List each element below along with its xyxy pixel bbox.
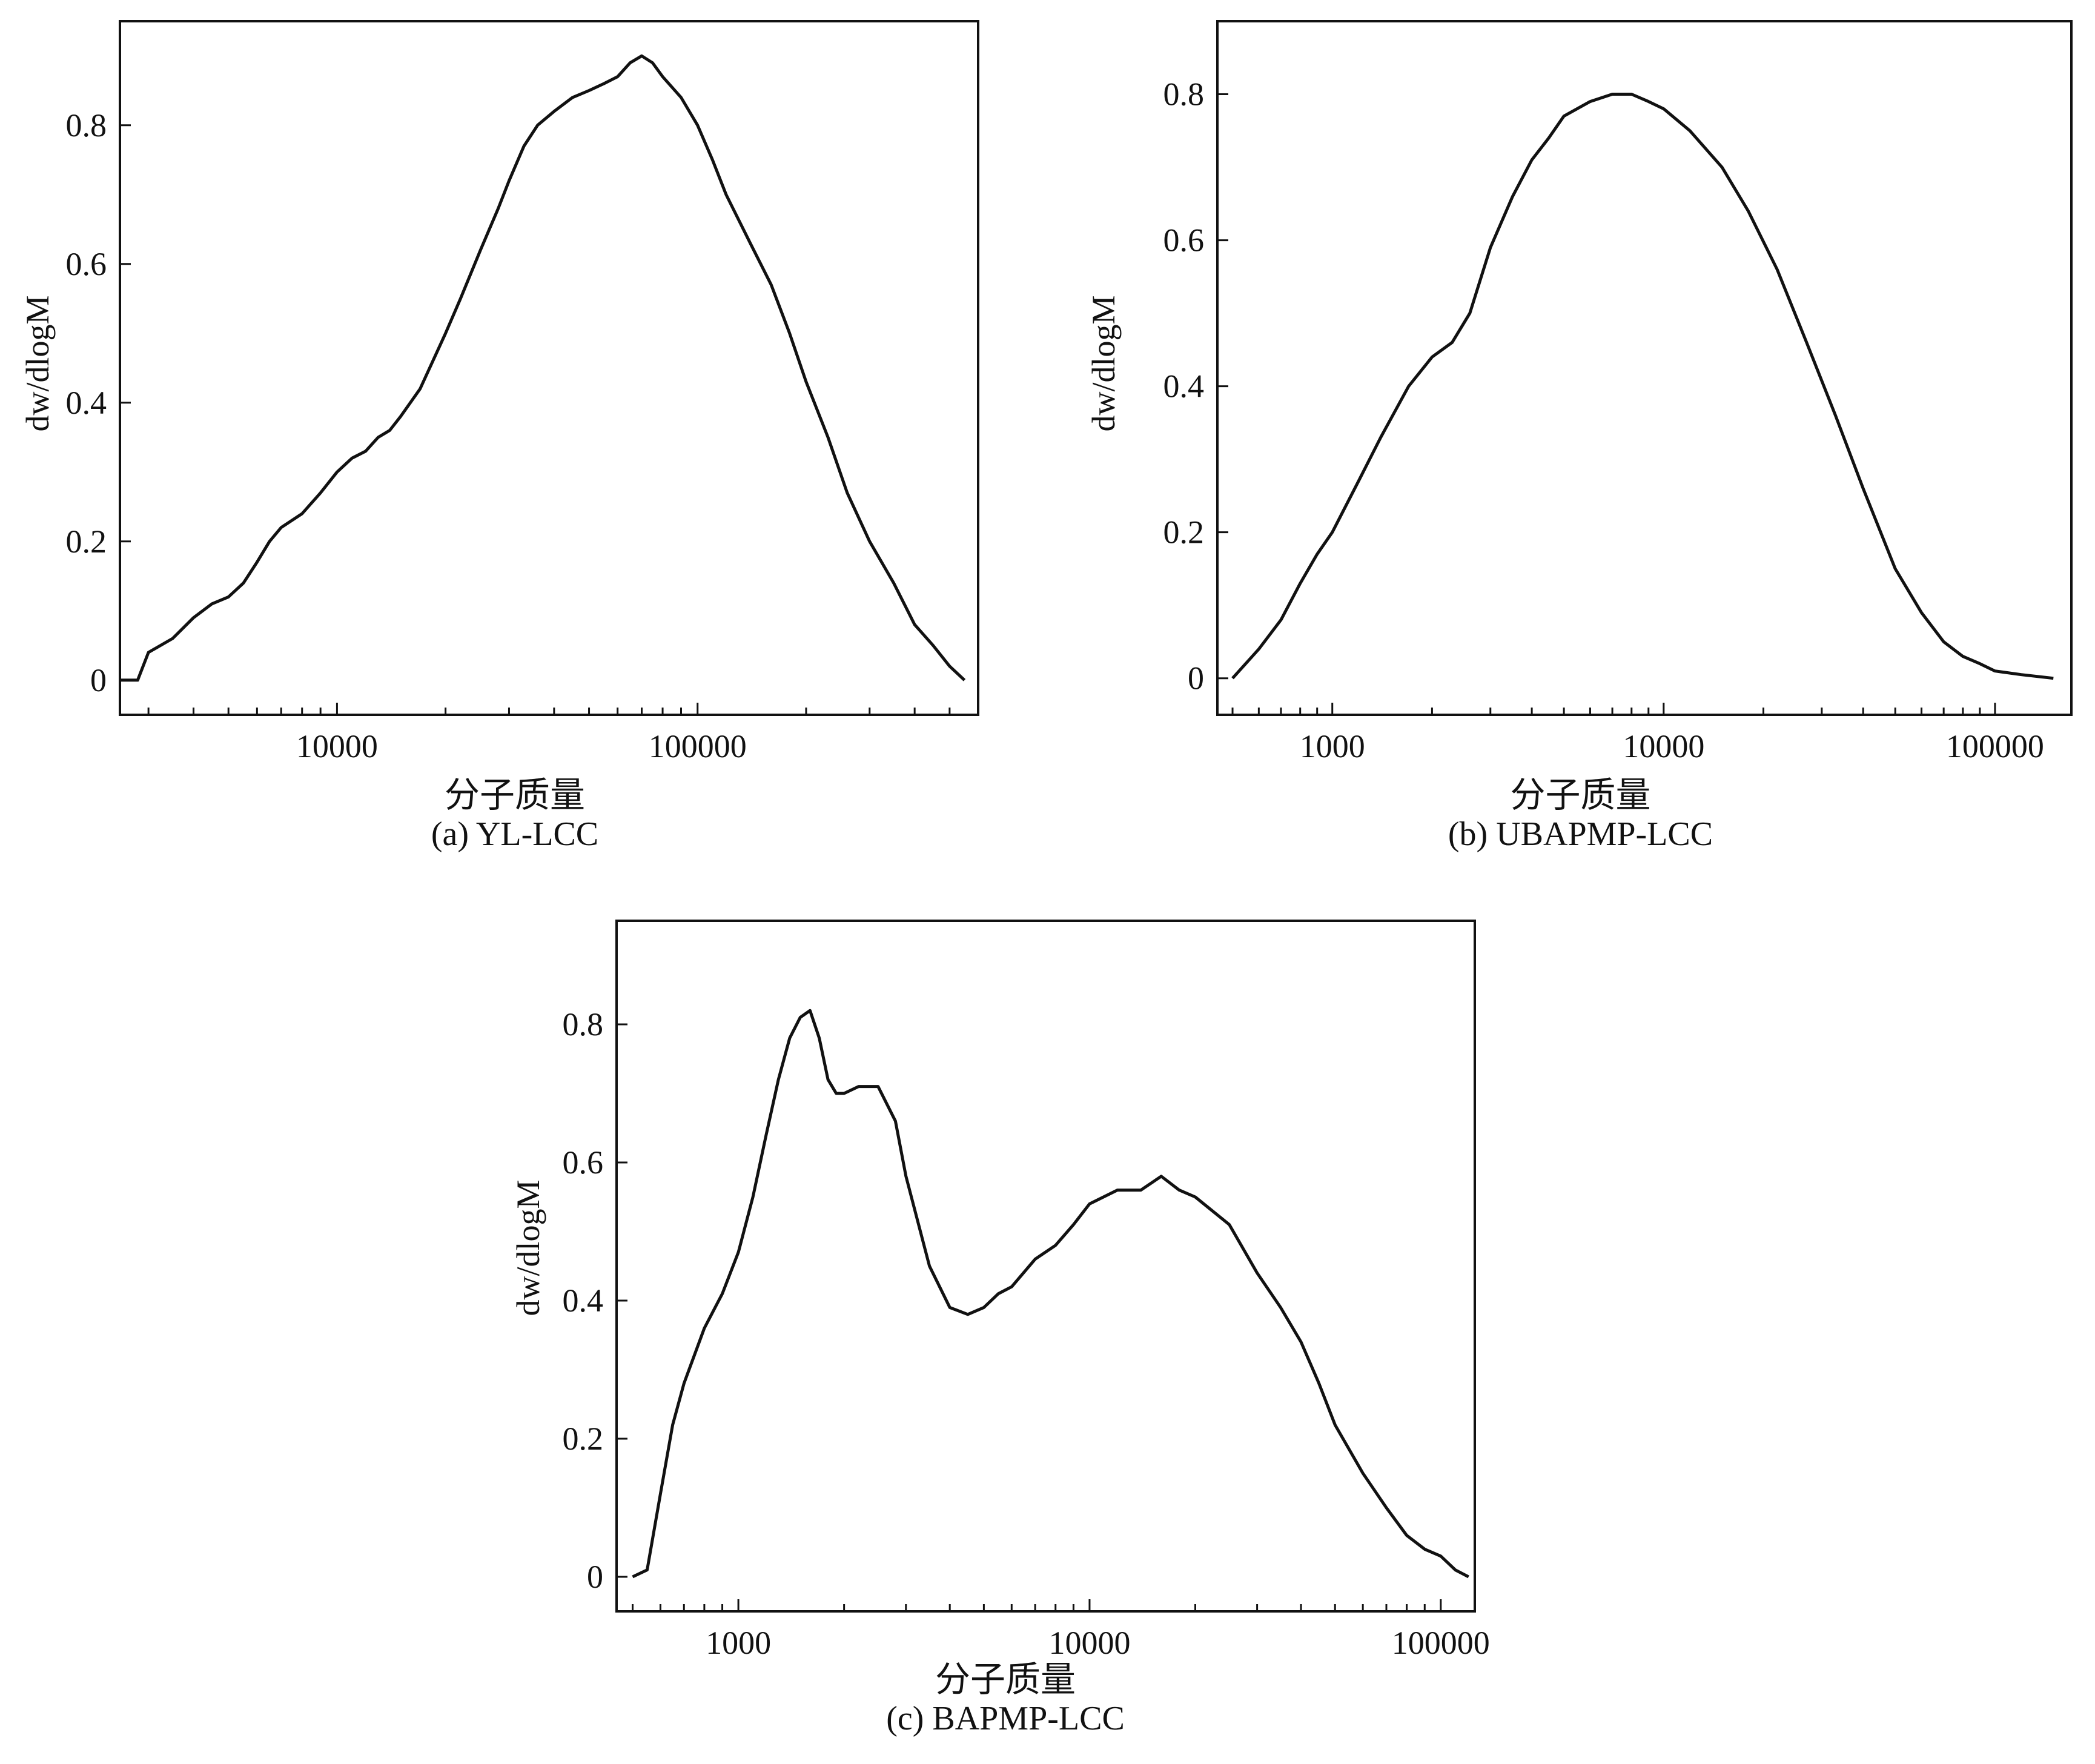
- plot-frame-b: [1216, 20, 2073, 716]
- y-axis-label-b-text: dw/dlogM: [1085, 295, 1122, 432]
- x-tick-label-b: 1000: [1300, 728, 1365, 764]
- x-tick-label-c: 1000: [706, 1625, 771, 1661]
- x-tick-label-b: 100000: [1946, 728, 2044, 764]
- x-axis-label-b: 分子质量: [1510, 775, 1651, 815]
- y-tick-label-c: 0.6: [563, 1144, 604, 1181]
- x-tick-label-a: 100000: [649, 728, 747, 764]
- y-tick-label-a: 0.2: [66, 523, 107, 560]
- chart-b-svg: 1000 10000 100000 0 0.2 0.4 0.6 0.8: [1163, 20, 2073, 764]
- y-tick-label-c: 0.4: [563, 1282, 604, 1319]
- y-tick-label-c: 0: [587, 1559, 603, 1595]
- y-tick-label-a: 0.4: [66, 385, 107, 421]
- x-axis-label-a: 分子质量: [444, 775, 585, 815]
- series-line-b: [1231, 93, 2054, 680]
- y-tick-label-a: 0: [90, 662, 107, 698]
- y-tick-label-b: 0.8: [1163, 76, 1205, 113]
- y-tick-label-a: 0.8: [66, 107, 107, 144]
- y-axis-label-a-text: dw/dlogM: [19, 295, 56, 432]
- y-tick-label-c: 0.8: [563, 1006, 604, 1043]
- panel-caption-a: (a) YL-LCC: [431, 815, 599, 853]
- plot-frame-c: [615, 920, 1476, 1613]
- x-tick-label-c: 10000: [1048, 1625, 1130, 1661]
- y-tick-label-c: 0.2: [563, 1421, 604, 1457]
- chart-panel-b: 1000 10000 100000 0 0.2 0.4 0.6 0.8 dw/dlogM 分子…: [1066, 0, 2095, 872]
- chart-panel-c: 1000 10000 100000 0 0.2 0.4 0.6 0.8 dw/dlogM 分子…: [491, 884, 1520, 1757]
- panel-caption-c: (c) BAPMP-LCC: [886, 1700, 1125, 1737]
- y-tick-label-b: 0: [1188, 660, 1204, 697]
- x-axis-label-c: 分子质量: [935, 1660, 1076, 1699]
- chart-panel-a: 10000 100000 0 0.2 0.4 0.6 0.8 dw/dlogM 分子质量 (…: [0, 0, 1030, 872]
- x-tick-label-a: 10000: [296, 728, 378, 764]
- x-tick-label-b: 10000: [1623, 728, 1704, 764]
- y-tick-label-b: 0.6: [1163, 222, 1205, 259]
- plot-frame-a: [119, 20, 979, 716]
- y-axis-label-c-text: dw/dlogM: [510, 1179, 546, 1316]
- y-tick-label-b: 0.2: [1163, 514, 1205, 551]
- chart-a-svg: 10000 100000 0 0.2 0.4 0.6 0.8: [66, 20, 979, 764]
- y-tick-label-b: 0.4: [1163, 368, 1205, 405]
- y-tick-label-a: 0.6: [66, 246, 107, 282]
- series-line-a: [120, 54, 966, 682]
- series-line-c: [632, 1009, 1469, 1579]
- x-tick-label-c: 100000: [1392, 1625, 1490, 1661]
- chart-c-svg: 1000 10000 100000 0 0.2 0.4 0.6 0.8: [563, 920, 1490, 1661]
- panel-caption-b: (b) UBAPMP-LCC: [1448, 815, 1713, 853]
